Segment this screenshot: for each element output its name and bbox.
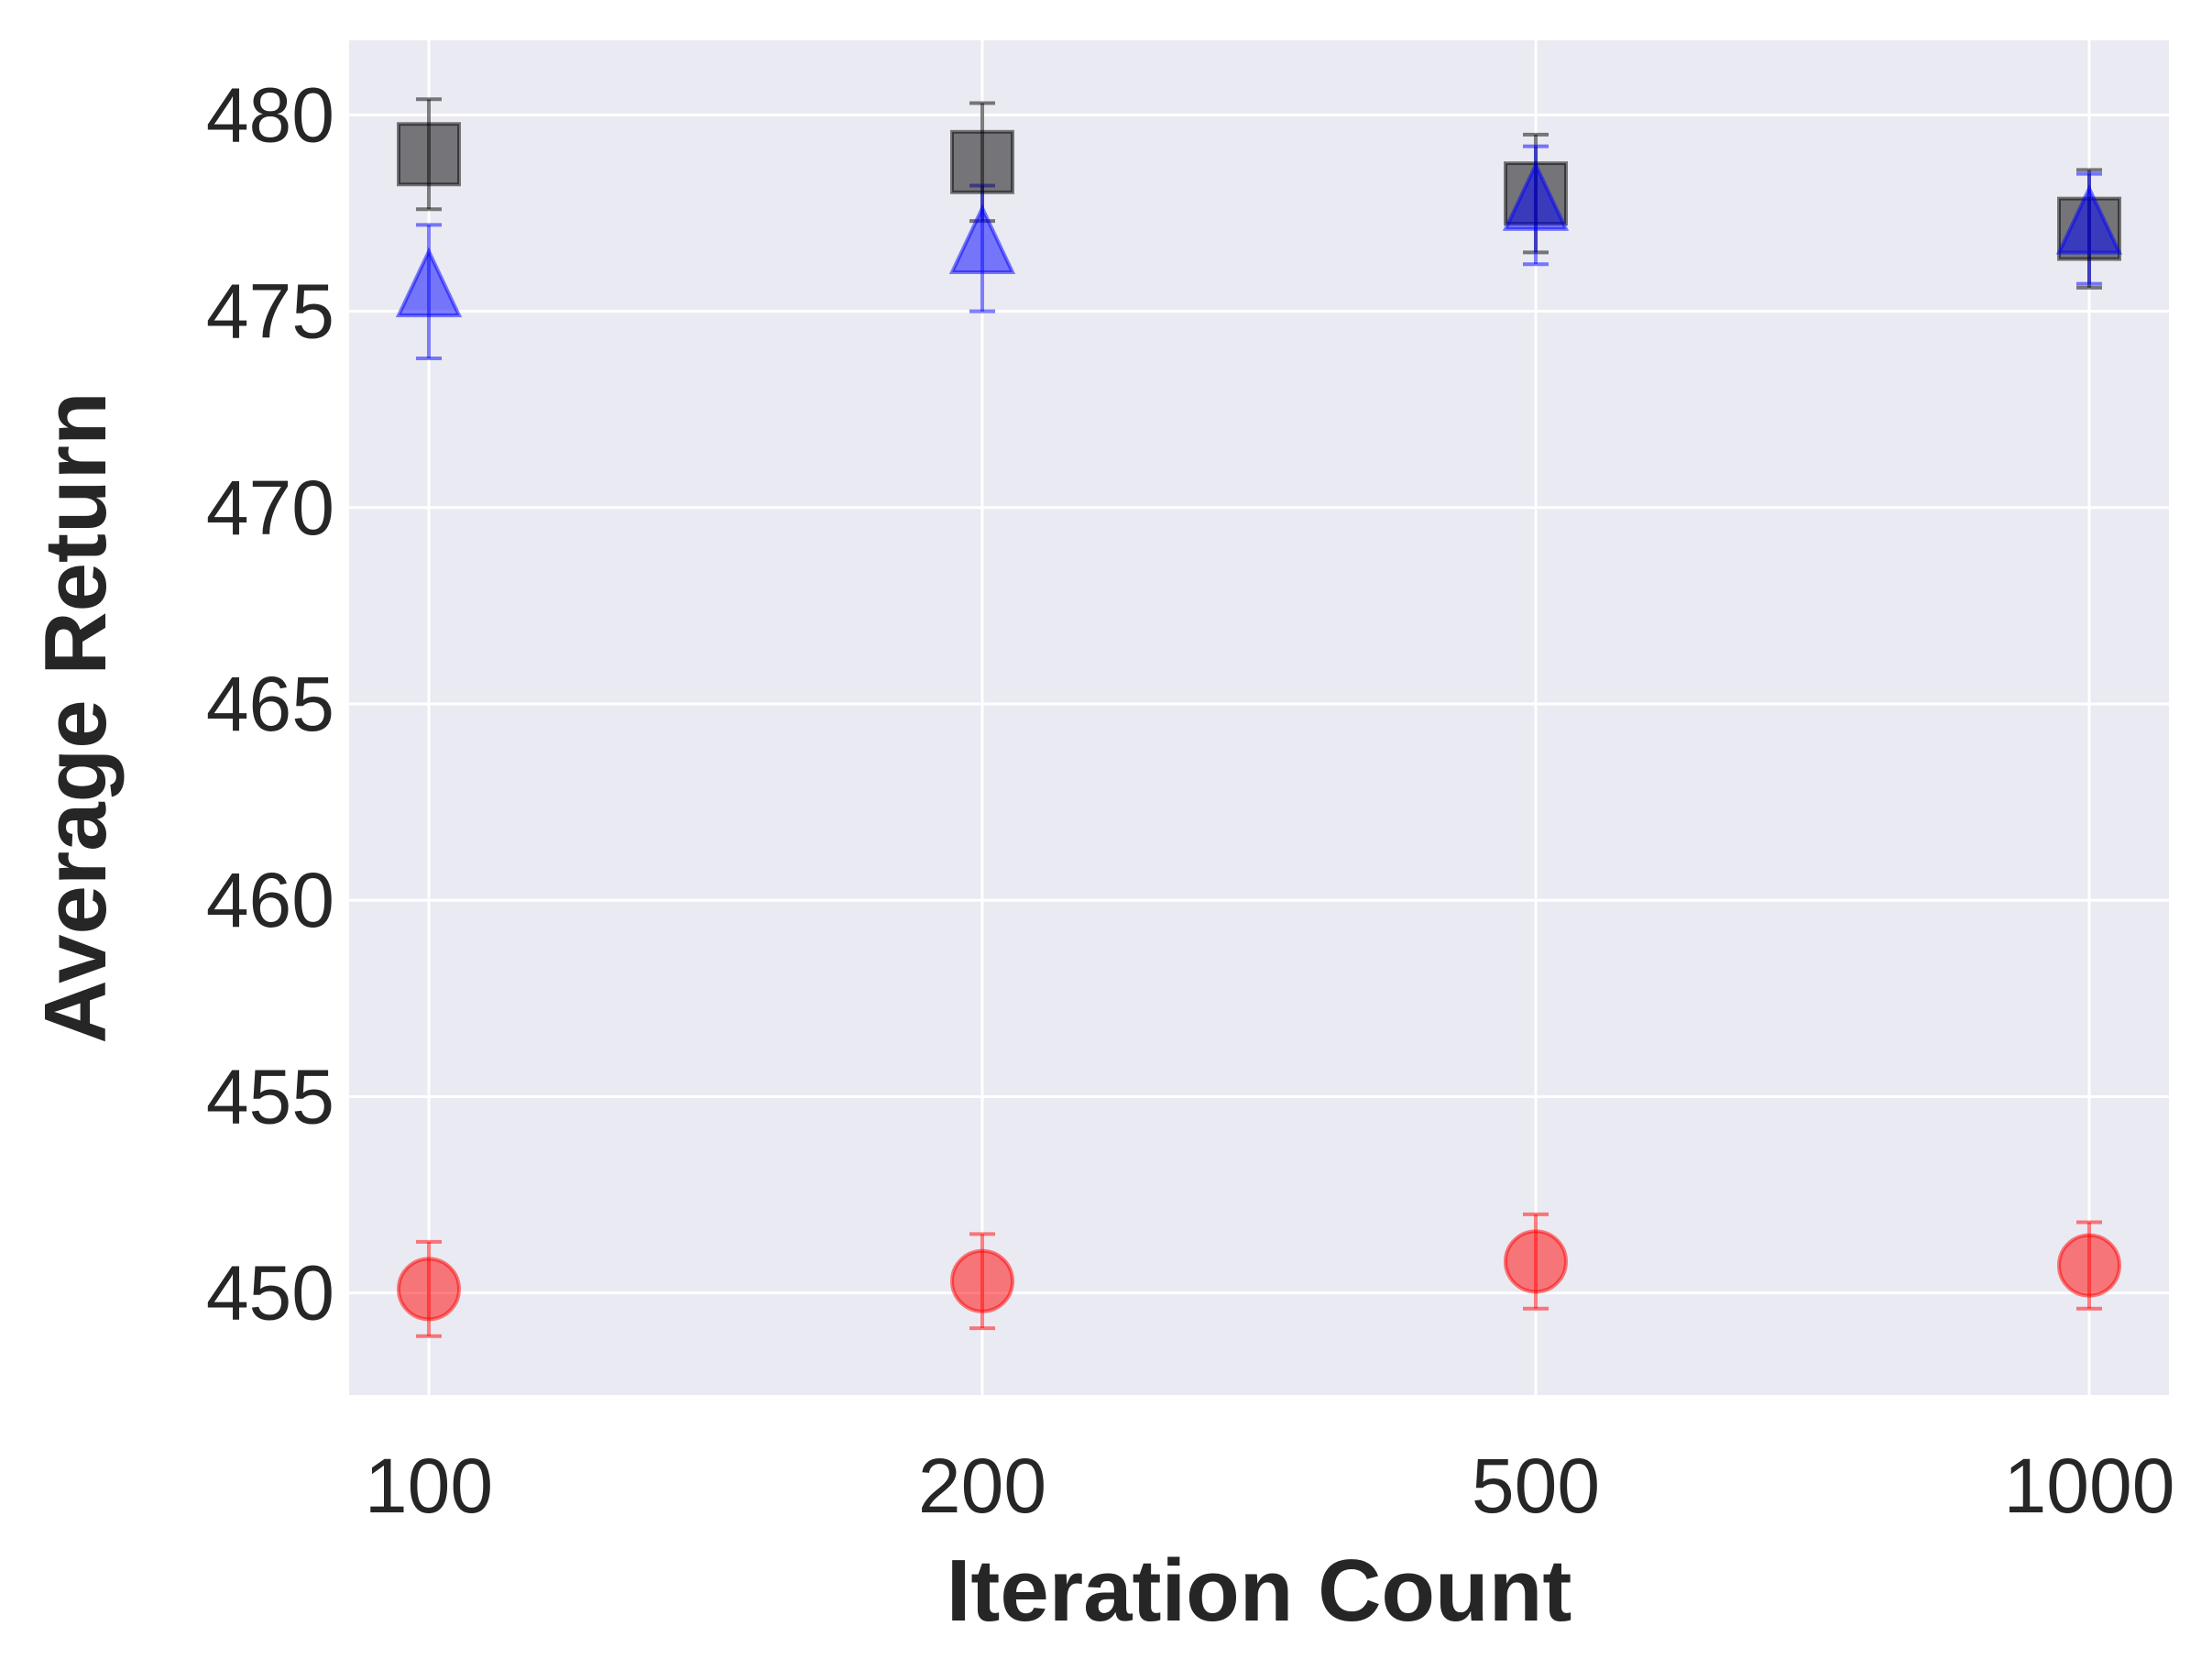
triangle-marker — [1502, 160, 1570, 231]
triangle-marker — [395, 247, 463, 318]
plot-background — [349, 40, 2169, 1395]
y-axis-label: Average Return — [27, 391, 125, 1043]
triangle-marker — [948, 203, 1016, 275]
y-tick-labels: 450 455 460 465 470 475 480 — [206, 71, 334, 1335]
triangle-marker — [2055, 183, 2123, 255]
x-tick-label: 1000 — [2004, 1443, 2175, 1529]
circle-marker — [1504, 1229, 1568, 1294]
x-tick-label: 100 — [365, 1443, 493, 1529]
y-tick-label: 470 — [206, 465, 334, 551]
x-tick-labels: 100 200 500 1000 — [365, 1443, 2175, 1529]
y-tick-label: 455 — [206, 1053, 334, 1139]
x-tick-label: 200 — [918, 1443, 1046, 1529]
y-tick-label: 475 — [206, 269, 334, 355]
circle-marker — [397, 1257, 461, 1322]
x-axis-label: Iteration Count — [947, 1542, 1572, 1640]
square-marker — [397, 122, 461, 187]
y-tick-label: 465 — [206, 661, 334, 747]
circle-marker — [2057, 1233, 2121, 1298]
y-tick-label: 480 — [206, 71, 334, 158]
square-marker — [950, 129, 1014, 194]
x-tick-label: 500 — [1472, 1443, 1600, 1529]
data-markers — [395, 122, 2123, 1322]
circle-marker — [950, 1248, 1014, 1313]
y-tick-label: 460 — [206, 857, 334, 943]
y-tick-label: 450 — [206, 1250, 334, 1336]
